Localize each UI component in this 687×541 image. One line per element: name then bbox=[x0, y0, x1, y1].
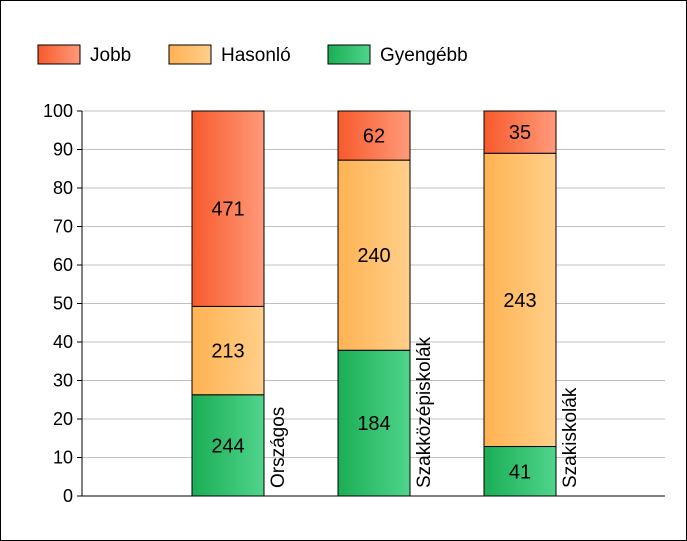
y-tick-label-10: 10 bbox=[53, 448, 73, 468]
category-label-szakkozepiskolak: Szakközépiskolák bbox=[414, 336, 435, 488]
bar-szakiskolak-gyengebb bbox=[483, 446, 557, 497]
data-label-szakiskolak-gyengebb: 41 bbox=[509, 461, 531, 483]
bars: 244 213 471 Országos 184 240 62 Szakközépiskolá… bbox=[191, 110, 581, 497]
bar-szakkozepiskolak-jobb bbox=[337, 110, 411, 161]
y-tick-label-90: 90 bbox=[53, 140, 73, 160]
y-tick-label-60: 60 bbox=[53, 255, 73, 275]
legend-swatch-gyengebb bbox=[327, 44, 371, 65]
legend-swatch-hasonlo bbox=[168, 44, 212, 65]
legend-swatch-jobb bbox=[37, 44, 81, 65]
legend-label-jobb: Jobb bbox=[90, 45, 131, 66]
y-tick-label-20: 20 bbox=[53, 409, 73, 429]
data-label-szakkozepiskolak-jobb: 62 bbox=[363, 126, 385, 148]
legend-item-hasonlo: Hasonló bbox=[168, 44, 291, 66]
y-tick-label-100: 100 bbox=[43, 101, 73, 121]
category-label-szakiskolak: Szakiskolák bbox=[560, 387, 581, 488]
y-tick-label-40: 40 bbox=[53, 332, 73, 352]
bar-orszagos-jobb bbox=[191, 110, 265, 307]
data-label-orszagos-hasonlo: 213 bbox=[211, 341, 244, 363]
data-label-szakkozepiskolak-gyengebb: 184 bbox=[357, 413, 390, 435]
bar-szakiskolak-jobb bbox=[483, 110, 557, 154]
legend-item-jobb: Jobb bbox=[37, 44, 131, 66]
bar-group-szakiskolak: 41 243 35 Szakiskolák bbox=[483, 110, 581, 497]
bar-group-orszagos: 244 213 471 Országos bbox=[191, 110, 289, 497]
y-tick-label-50: 50 bbox=[53, 294, 73, 314]
bar-szakiskolak-hasonlo bbox=[483, 152, 557, 448]
y-tick-label-70: 70 bbox=[53, 217, 73, 237]
data-label-szakkozepiskolak-hasonlo: 240 bbox=[357, 245, 390, 267]
category-label-orszagos: Országos bbox=[268, 407, 289, 488]
y-tick-label-0: 0 bbox=[63, 486, 73, 506]
bar-group-szakkozepiskolak: 184 240 62 Szakközépiskolák bbox=[337, 110, 435, 497]
axes: 0 10 20 30 40 50 60 70 80 90 100 bbox=[43, 101, 665, 506]
y-tick-label-80: 80 bbox=[53, 178, 73, 198]
y-tick-label-30: 30 bbox=[53, 371, 73, 391]
data-label-szakiskolak-jobb: 35 bbox=[509, 122, 531, 144]
legend-label-hasonlo: Hasonló bbox=[221, 45, 291, 66]
legend-item-gyengebb: Gyengébb bbox=[327, 44, 468, 66]
data-label-orszagos-gyengebb: 244 bbox=[211, 435, 244, 457]
data-label-szakiskolak-hasonlo: 243 bbox=[503, 290, 536, 312]
bar-orszagos-hasonlo bbox=[191, 305, 265, 396]
data-label-orszagos-jobb: 471 bbox=[211, 199, 244, 221]
bar-szakkozepiskolak-hasonlo bbox=[337, 159, 411, 351]
legend-label-gyengebb: Gyengébb bbox=[380, 45, 468, 66]
legend: Jobb Hasonló Gyengébb bbox=[37, 44, 468, 66]
